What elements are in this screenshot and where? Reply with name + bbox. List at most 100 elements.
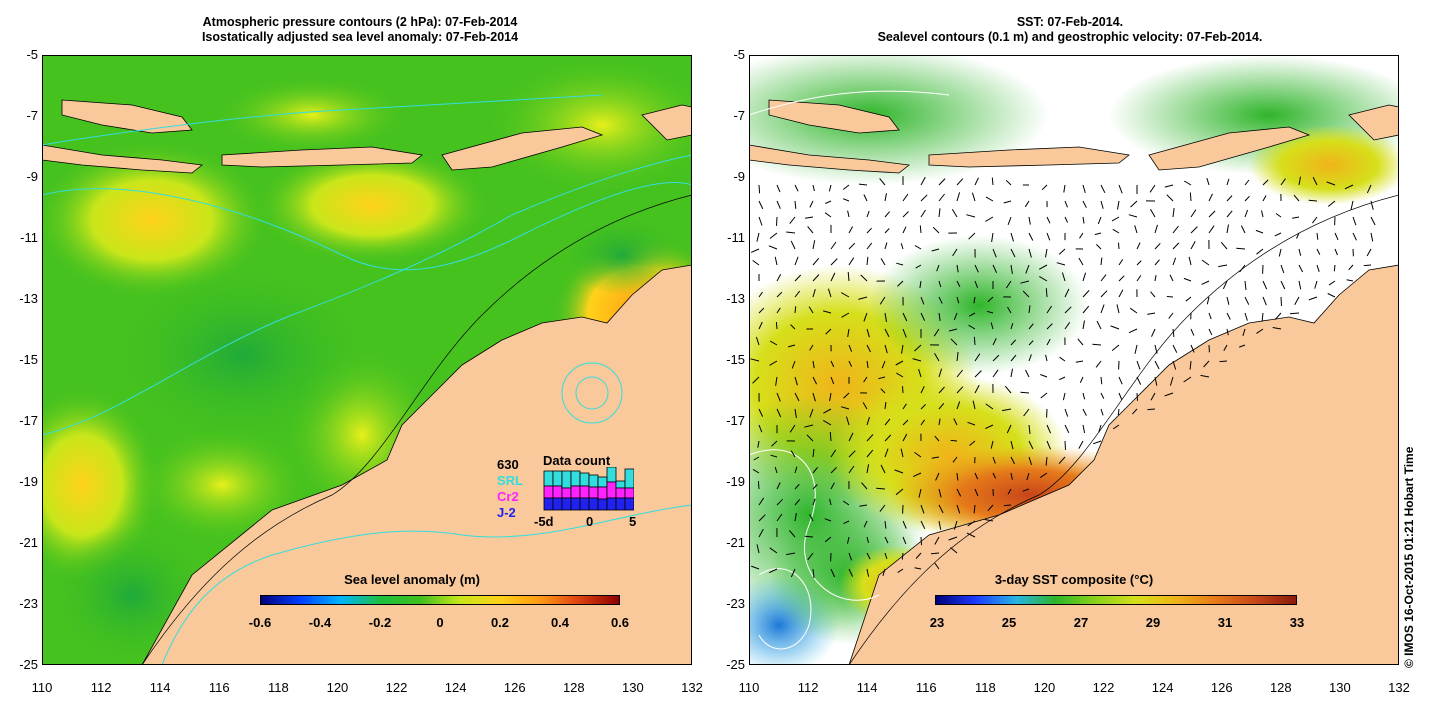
- velocity-arrow: [769, 360, 778, 366]
- velocity-arrow: [1298, 176, 1301, 186]
- velocity-arrow: [938, 208, 941, 218]
- sla-tick-label: 0.6: [610, 615, 630, 630]
- velocity-arrow: [1363, 264, 1372, 267]
- velocity-arrow: [1206, 177, 1210, 186]
- velocity-arrow: [902, 433, 908, 442]
- velocity-arrow: [1082, 424, 1086, 434]
- velocity-arrow: [956, 401, 961, 410]
- velocity-arrow: [1082, 305, 1090, 314]
- velocity-arrow: [912, 358, 922, 362]
- velocity-arrow: [1113, 424, 1120, 430]
- geostrophic-velocity-arrows: [750, 176, 1376, 578]
- velocity-arrow: [758, 424, 763, 433]
- velocity-arrow: [920, 419, 926, 426]
- velocity-arrow: [823, 419, 832, 426]
- velocity-arrow: [768, 568, 778, 574]
- velocity-arrow: [1118, 184, 1123, 194]
- velocity-arrow: [1298, 280, 1302, 290]
- velocity-arrow: [1312, 176, 1318, 186]
- velocity-arrow: [1111, 216, 1120, 222]
- velocity-arrow: [1226, 296, 1230, 305]
- velocity-arrow: [1190, 209, 1197, 218]
- velocity-arrow: [902, 520, 907, 529]
- velocity-arrow: [770, 454, 778, 458]
- sst-field: [749, 55, 1399, 665]
- velocity-arrow: [776, 216, 778, 226]
- velocity-arrow: [880, 464, 886, 474]
- velocity-arrow: [823, 310, 832, 314]
- longitude-tick-label: 116: [915, 680, 937, 695]
- velocity-arrow: [966, 532, 976, 538]
- velocity-arrow: [1294, 296, 1300, 306]
- velocity-arrow: [794, 274, 802, 282]
- velocity-arrow: [1370, 232, 1374, 242]
- velocity-arrow: [1082, 184, 1086, 194]
- velocity-arrow: [918, 368, 922, 378]
- velocity-arrow: [896, 372, 904, 378]
- velocity-arrow: [1222, 280, 1228, 290]
- velocity-arrow: [830, 258, 838, 266]
- velocity-arrow: [952, 456, 958, 463]
- velocity-arrow: [1100, 184, 1106, 194]
- velocity-arrow: [1236, 247, 1246, 250]
- latitude-tick-label: -19: [726, 474, 745, 489]
- velocity-arrow: [846, 416, 850, 426]
- velocity-arrow: [776, 200, 781, 209]
- velocity-arrow: [1096, 244, 1102, 250]
- velocity-arrow: [938, 520, 942, 530]
- velocity-arrow: [919, 225, 922, 234]
- velocity-arrow: [1045, 248, 1048, 258]
- velocity-arrow: [848, 450, 856, 458]
- velocity-arrow: [1190, 241, 1196, 250]
- velocity-arrow: [1172, 242, 1180, 250]
- velocity-arrow: [896, 262, 904, 266]
- velocity-arrow: [973, 296, 976, 304]
- sst-tick-label: 29: [1145, 615, 1161, 630]
- velocity-arrow: [841, 312, 850, 318]
- velocity-arrow: [956, 178, 964, 186]
- velocity-arrow: [1147, 408, 1156, 411]
- velocity-arrow: [951, 209, 958, 218]
- velocity-arrow: [1020, 391, 1030, 394]
- velocity-arrow: [1136, 360, 1141, 370]
- velocity-arrow: [1223, 344, 1228, 352]
- velocity-arrow: [1022, 290, 1030, 298]
- velocity-arrow: [1154, 360, 1160, 370]
- velocity-arrow: [830, 467, 837, 474]
- velocity-arrow: [1166, 296, 1174, 298]
- velocity-arrow: [758, 291, 763, 298]
- velocity-arrow: [1046, 305, 1053, 314]
- velocity-arrow: [805, 216, 814, 219]
- velocity-arrow: [902, 211, 909, 218]
- velocity-arrow: [1046, 424, 1052, 434]
- velocity-arrow: [804, 535, 814, 538]
- velocity-arrow: [1041, 184, 1048, 191]
- velocity-arrow: [920, 403, 927, 410]
- velocity-arrow: [757, 481, 760, 490]
- velocity-arrow: [1064, 306, 1072, 314]
- velocity-arrow: [843, 392, 850, 399]
- velocity-arrow: [920, 209, 926, 218]
- velocity-arrow: [985, 424, 994, 430]
- velocity-arrow: [1046, 440, 1051, 450]
- velocity-arrow: [1188, 256, 1192, 266]
- velocity-arrow: [967, 421, 976, 426]
- velocity-arrow: [776, 273, 782, 282]
- right-panel-title: SST: 07-Feb-2014. Sealevel contours (0.1…: [790, 15, 1350, 45]
- velocity-arrow: [1242, 328, 1246, 336]
- velocity-arrow: [878, 376, 886, 380]
- longitude-tick-label: 110: [31, 680, 53, 695]
- velocity-arrow: [830, 241, 837, 250]
- velocity-arrow: [1128, 328, 1138, 334]
- velocity-arrow: [914, 567, 922, 570]
- latitude-tick-label: -21: [726, 535, 745, 550]
- longitude-tick-label: 128: [1269, 680, 1292, 695]
- velocity-arrow: [950, 338, 958, 346]
- velocity-arrow: [938, 280, 942, 288]
- velocity-arrow: [863, 376, 868, 383]
- velocity-arrow: [938, 178, 946, 186]
- velocity-arrow: [755, 336, 760, 346]
- velocity-arrow: [1111, 344, 1120, 351]
- longitude-tick-label: 124: [444, 680, 467, 695]
- velocity-arrow: [1244, 296, 1250, 305]
